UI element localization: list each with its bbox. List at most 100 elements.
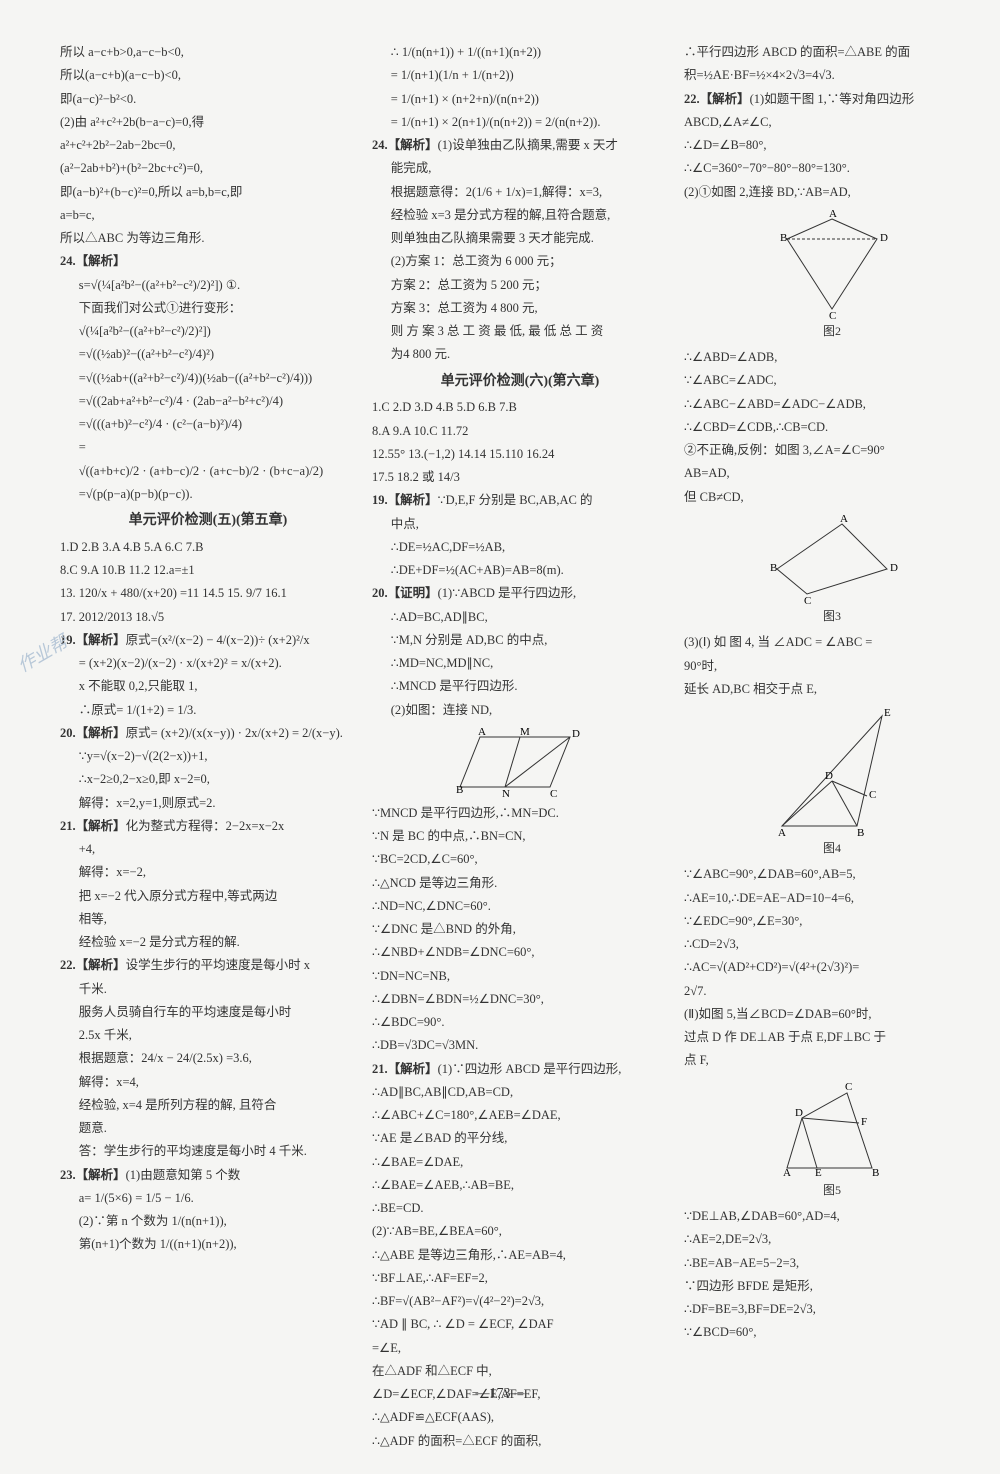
- figure-4: A B E D C 图4: [684, 706, 980, 858]
- text-line: 方案 2：总工资为 5 200 元；: [372, 275, 668, 296]
- problem-label: 19.【解析】: [372, 493, 438, 507]
- svg-text:N: N: [502, 788, 510, 797]
- text-line: 2.5x 千米,: [60, 1025, 356, 1046]
- text-line: (1)∵ABCD 是平行四边形,: [438, 586, 577, 600]
- text-line: = (x+2)(x−2)/(x−2) · x/(x+2)² = x/(x+2).: [60, 653, 356, 674]
- svg-text:C: C: [829, 310, 836, 319]
- text-line: ∵N 是 BC 的中点,∴BN=CN,: [372, 826, 668, 847]
- text-line: ∵AE 是∠BAD 的平分线,: [372, 1128, 668, 1149]
- problem-label: 20.【证明】: [372, 586, 438, 600]
- svg-text:B: B: [780, 232, 787, 244]
- figure-label: 图2: [684, 321, 980, 341]
- problem-label: 22.【解析】: [60, 958, 126, 972]
- figure-label: 图4: [684, 838, 980, 858]
- text-line: ∴BE=AB−AE=5−2=3,: [684, 1253, 980, 1274]
- svg-text:C: C: [869, 789, 876, 801]
- text-line: ∴平行四边形 ABCD 的面积=△ABE 的面: [684, 42, 980, 63]
- text-line: ∴∠D=∠B=80°,: [684, 135, 980, 156]
- text-line: ∴CD=2√3,: [684, 934, 980, 955]
- text-line: (3)(Ⅰ) 如 图 4, 当 ∠ADC = ∠ABC =: [684, 632, 980, 653]
- text-line: ∴∠BAE=∠AEB,∴AB=BE,: [372, 1175, 668, 1196]
- text-line: ∴∠C=360°−70°−80°−80°=130°.: [684, 158, 980, 179]
- svg-text:C: C: [550, 788, 557, 797]
- svg-text:D: D: [795, 1107, 803, 1119]
- text-line: (1)如题干图 1,∵等对角四边形: [750, 92, 915, 106]
- svg-text:B: B: [872, 1167, 879, 1178]
- text-line: ∵∠BCD=60°,: [684, 1322, 980, 1343]
- svg-text:M: M: [520, 727, 530, 738]
- text-line: 题意.: [60, 1118, 356, 1139]
- svg-text:D: D: [890, 562, 898, 574]
- text-line: (2)由 a²+c²+2b(b−a−c)=0,得: [60, 112, 356, 133]
- problem-label: 21.【解析】: [372, 1062, 438, 1076]
- text-line: (2)①如图 2,连接 BD,∵AB=AD,: [684, 182, 980, 203]
- text-line: AB=AD,: [684, 463, 980, 484]
- text-line: =: [60, 437, 356, 458]
- text-line: (1)由题意知第 5 个数: [126, 1168, 241, 1182]
- text-line: 则单独由乙队摘果需要 3 天才能完成.: [372, 228, 668, 249]
- text-line: 所以(a−c+b)(a−c−b)<0,: [60, 65, 356, 86]
- text-line: ∴∠BDC=90°.: [372, 1012, 668, 1033]
- answer-line: 13. 120/x + 480/(x+20) =11 14.5 15. 9/7 …: [60, 583, 356, 604]
- page-number: —173—: [0, 1386, 1000, 1402]
- text-line: ∵四边形 BFDE 是矩形,: [684, 1276, 980, 1297]
- text-line: 服务人员骑自行车的平均速度是每小时: [60, 1002, 356, 1023]
- text-line: a=b=c,: [60, 205, 356, 226]
- text-line: 根据题意：24/x − 24/(2.5x) =3.6,: [60, 1048, 356, 1069]
- text-line: (a²−2ab+b²)+(b²−2bc+c²)=0,: [60, 158, 356, 179]
- figure-label: 图3: [684, 606, 980, 626]
- text-line: (2)∵第 n 个数为 1/(n(n+1)),: [60, 1211, 356, 1232]
- answer-line: 12.55° 13.(−1,2) 14.14 15.110 16.24: [372, 444, 668, 465]
- svg-text:C: C: [804, 595, 811, 604]
- text-line: +4,: [60, 839, 356, 860]
- text-line: ∴原式= 1/(1+2) = 1/3.: [60, 700, 356, 721]
- text-line: ∴△NCD 是等边三角形.: [372, 873, 668, 894]
- answer-line: 17. 2012/2013 18.√5: [60, 607, 356, 628]
- svg-text:C: C: [845, 1081, 852, 1093]
- text-line: =√(p(p−a)(p−b)(p−c)).: [60, 484, 356, 505]
- figure-parallelogram: A M D B N C: [372, 727, 668, 797]
- text-line: 解得：x=2,y=1,则原式=2.: [60, 793, 356, 814]
- problem-label: 19.【解析】: [60, 633, 126, 647]
- answer-line: 8.C 9.A 10.B 11.2 12.a=±1: [60, 560, 356, 581]
- text-line: ∴x−2≥0,2−x≥0,即 x−2=0,: [60, 769, 356, 790]
- text-line: ∴∠ABC+∠C=180°,∠AEB=∠DAE,: [372, 1105, 668, 1126]
- text-line: 相等,: [60, 909, 356, 930]
- text-line: 解得：x=−2,: [60, 862, 356, 883]
- unit5-title: 单元评价检测(五)(第五章): [60, 509, 356, 533]
- text-line: ∴AD∥BC,AB∥CD,AB=CD,: [372, 1082, 668, 1103]
- text-line: =√((½ab)²−((a²+b²−c²)/4)²): [60, 344, 356, 365]
- svg-text:A: A: [478, 727, 486, 738]
- text-line: 延长 AD,BC 相交于点 E,: [684, 679, 980, 700]
- text-line: 设学生步行的平均速度是每小时 x: [126, 958, 310, 972]
- svg-text:B: B: [770, 562, 777, 574]
- text-line: ∵∠ABC=90°,∠DAB=60°,AB=5,: [684, 864, 980, 885]
- text-line: ②不正确,反例：如图 3,∠A=∠C=90°: [684, 440, 980, 461]
- text-line: =√((2ab+a²+b²−c²)/4 · (2ab−a²−b²+c²)/4): [60, 391, 356, 412]
- text-line: ∴AC=√(AD²+CD²)=√(4²+(2√3)²)=: [684, 957, 980, 978]
- text-line: 经检验, x=4 是所列方程的解, 且符合: [60, 1095, 356, 1116]
- text-line: ∴ 1/(n(n+1)) + 1/((n+1)(n+2)): [372, 42, 668, 63]
- text-line: ∵D,E,F 分别是 BC,AB,AC 的: [438, 493, 593, 507]
- text-line: 千米.: [60, 979, 356, 1000]
- text-line: ∵M,N 分别是 AD,BC 的中点,: [372, 630, 668, 651]
- text-line: 下面我们对公式①进行变形：: [60, 298, 356, 319]
- text-line: ∴△ADF≌△ECF(AAS),: [372, 1407, 668, 1428]
- svg-text:A: A: [840, 514, 848, 525]
- column-3: ∴平行四边形 ABCD 的面积=△ABE 的面 积=½AE·BF=½×4×2√3…: [684, 40, 980, 1454]
- figure-5: A E B C D F 图5: [684, 1078, 980, 1200]
- text-line: 把 x=−2 代入原分式方程中,等式两边: [60, 886, 356, 907]
- text-line: 经检验 x=3 是分式方程的解,且符合题意,: [372, 205, 668, 226]
- text-line: 中点,: [372, 514, 668, 535]
- text-line: 答：学生步行的平均速度是每小时 4 千米.: [60, 1141, 356, 1162]
- text-line: x 不能取 0,2,只能取 1,: [60, 676, 356, 697]
- text-line: 为4 800 元.: [372, 344, 668, 365]
- text-line: ∴MD=NC,MD∥NC,: [372, 653, 668, 674]
- text-line: 根据题意得：2(1/6 + 1/x)=1,解得：x=3,: [372, 182, 668, 203]
- problem-label: 20.【解析】: [60, 726, 126, 740]
- svg-text:D: D: [880, 232, 888, 244]
- svg-text:D: D: [825, 770, 833, 782]
- text-line: ∵y=√(x−2)−√(2(2−x))+1,: [60, 746, 356, 767]
- text-line: (2)如图：连接 ND,: [372, 700, 668, 721]
- text-line: 积=½AE·BF=½×4×2√3=4√3.: [684, 65, 980, 86]
